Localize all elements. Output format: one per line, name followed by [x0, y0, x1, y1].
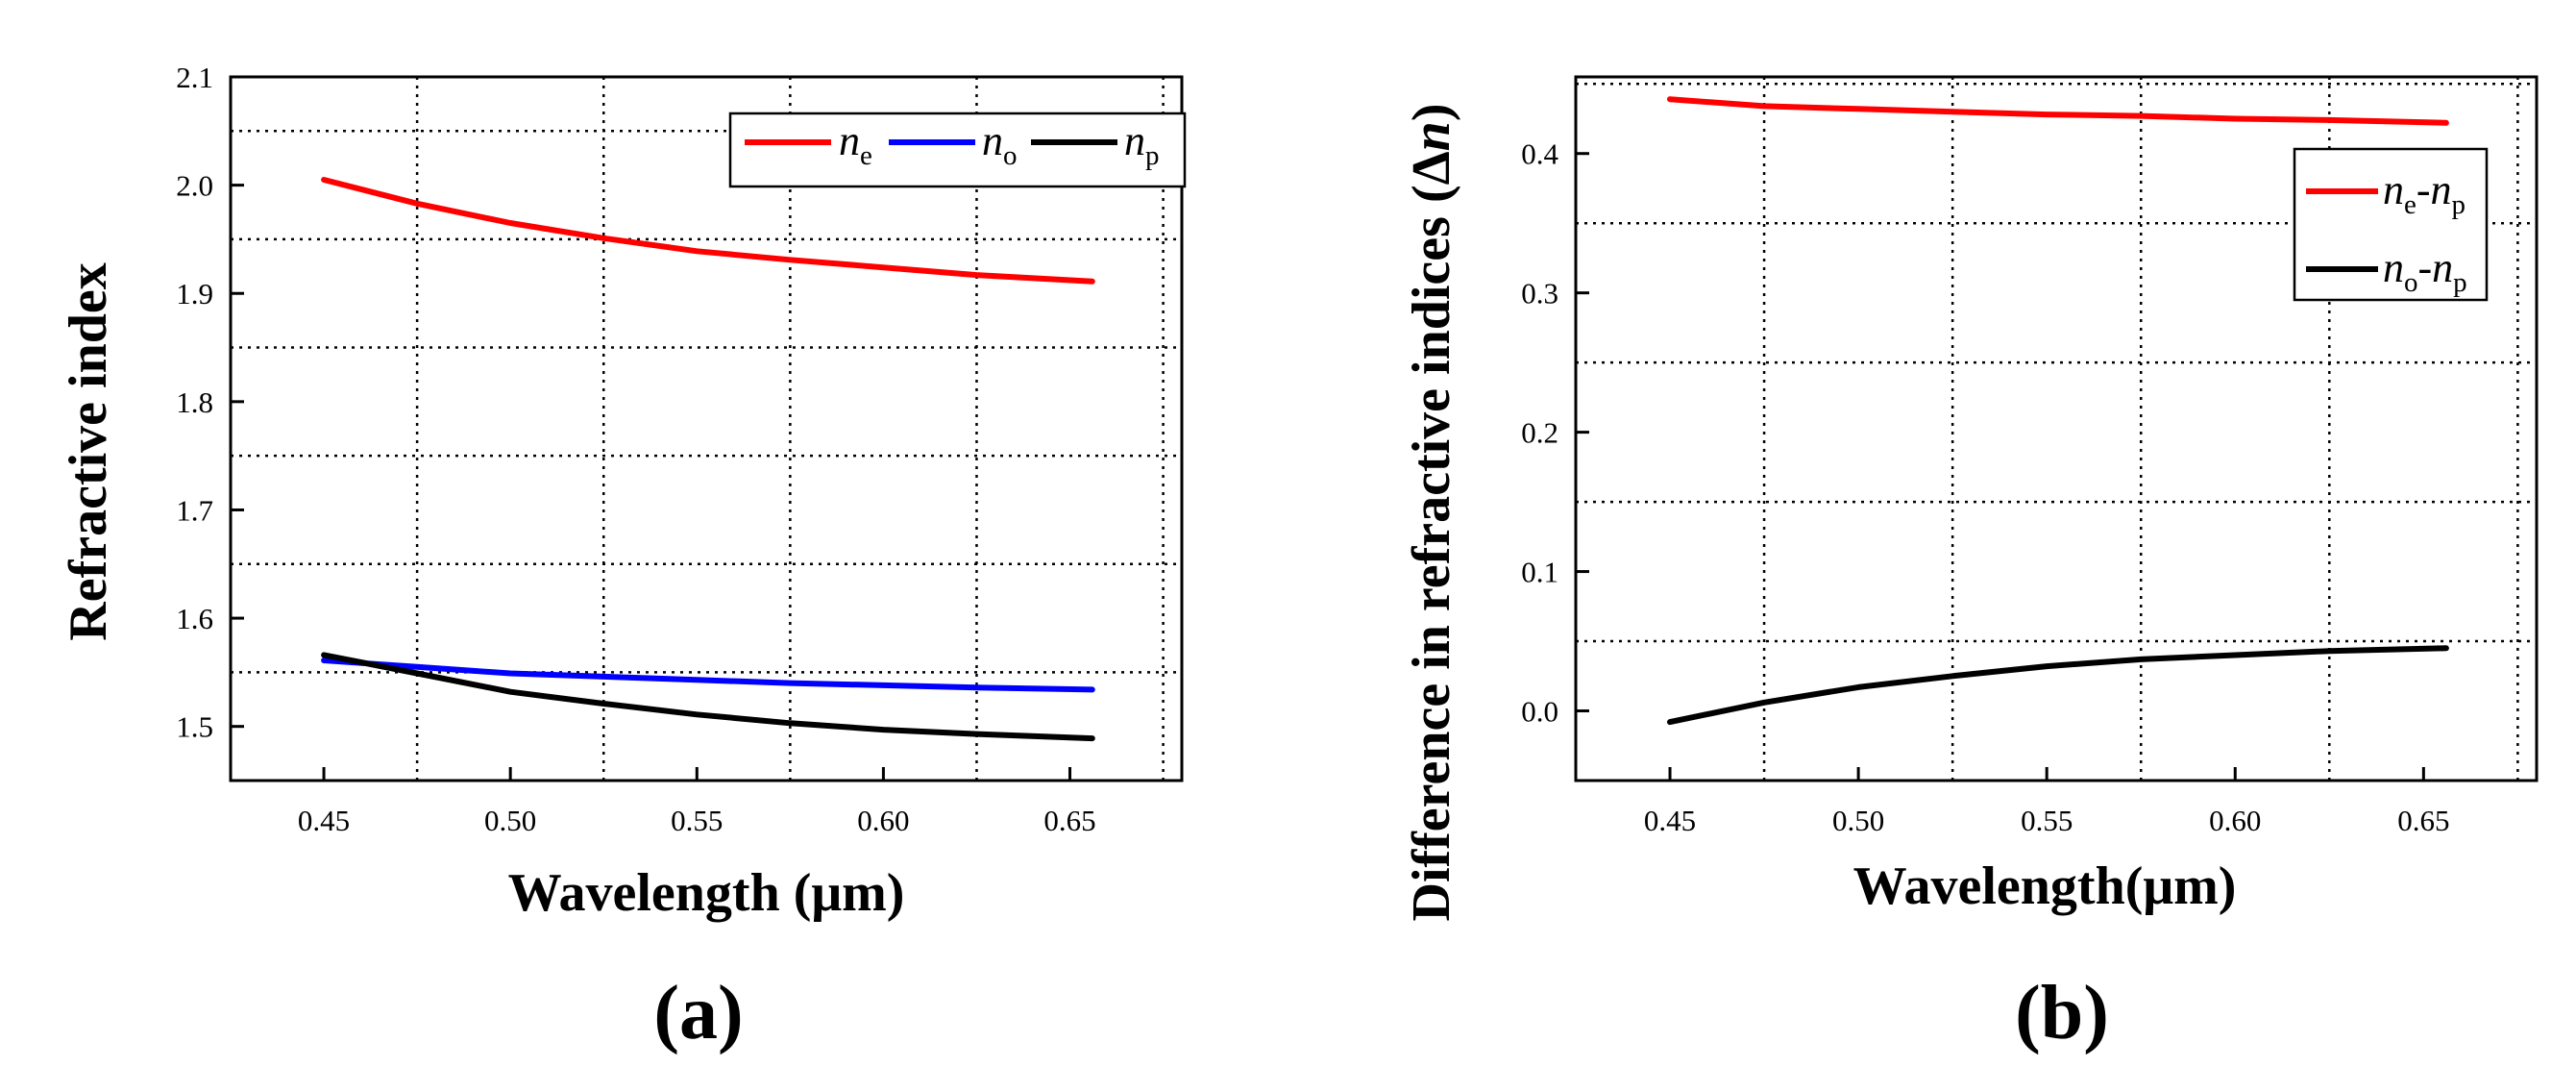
legend-label-ne-np: ne-np: [2383, 166, 2466, 220]
x-tick-label: 0.60: [857, 804, 909, 837]
panel-a-label: (a): [653, 971, 743, 1055]
y-tick-label: 0.2: [1521, 416, 1558, 450]
y-tick-label: 2.1: [176, 61, 213, 94]
panel-b-series: [1667, 96, 2449, 726]
panel-b-legend-box: [2293, 147, 2489, 302]
panel-a-ticks: 0.45 0.50 0.55 0.60 0.65 1.5 1.6 1.7 1.8 1.9 2.0 2.…: [176, 61, 1095, 837]
y-tick-label: 1.7: [176, 493, 213, 527]
panel-b-chart: 0.45 0.50 0.55 0.60 0.65 0.0 0.1 0.2 0.3 0.4 Diff…: [1402, 75, 2539, 1055]
legend-label-no-np: no-np: [2383, 244, 2467, 298]
panel-b-x-axis-title: Wavelength(μm): [1853, 856, 2237, 916]
x-tick-label: 0.50: [484, 804, 536, 837]
y-tick-label: 0.1: [1521, 556, 1558, 589]
panel-a-x-axis-title: Wavelength (μm): [508, 863, 905, 923]
series-line-n-e-n-p: [1667, 96, 2449, 126]
x-tick-label: 0.45: [298, 804, 350, 837]
panel-a-legend-box: [728, 112, 1187, 188]
legend-label-no: no: [982, 117, 1018, 171]
y-tick-label: 1.5: [176, 710, 213, 744]
panel-b-y-axis-title: Difference in refractive indices (Δn): [1402, 103, 1461, 921]
y-tick-label: 1.8: [176, 385, 213, 419]
panel-a-chart: 0.45 0.50 0.55 0.60 0.65 1.5 1.6 1.7 1.8 1.9 2.0 2.…: [59, 61, 1187, 1055]
x-tick-label: 0.55: [2021, 804, 2073, 837]
x-tick-label: 0.65: [2397, 804, 2449, 837]
y-tick-label: 0.4: [1521, 137, 1558, 171]
x-tick-label: 0.55: [671, 804, 723, 837]
x-tick-label: 0.45: [1644, 804, 1696, 837]
panel-b-ticks: 0.45 0.50 0.55 0.60 0.65 0.0 0.1 0.2 0.3 0.4: [1521, 137, 2449, 837]
series-line-n-o-n-p: [1667, 645, 2449, 726]
y-tick-label: 1.6: [176, 602, 213, 635]
x-tick-label: 0.65: [1043, 804, 1095, 837]
x-tick-label: 0.50: [1832, 804, 1884, 837]
legend-label-ne: ne: [839, 117, 872, 171]
panel-b-plot-frame: [1574, 75, 2539, 782]
panel-a-y-axis-title: Refractive index: [59, 262, 118, 640]
series-line-n-e: [321, 177, 1095, 285]
x-tick-label: 0.60: [2209, 804, 2261, 837]
y-tick-label: 0.3: [1521, 277, 1558, 310]
y-tick-label: 0.0: [1521, 695, 1558, 729]
panel-b-legend: ne-np no-np: [2293, 147, 2489, 302]
panel-a-series: [321, 177, 1095, 742]
panel-a-plot-frame: [229, 75, 1184, 782]
panel-a-legend: ne no np: [728, 112, 1187, 188]
legend-label-np: np: [1124, 117, 1160, 171]
series-line-n-o: [321, 658, 1095, 693]
panel-a-grid: [231, 77, 1182, 781]
panel-b-label: (b): [2015, 971, 2109, 1055]
y-tick-label: 1.9: [176, 277, 213, 310]
series-line-n-p: [321, 652, 1095, 742]
y-tick-label: 2.0: [176, 169, 213, 203]
